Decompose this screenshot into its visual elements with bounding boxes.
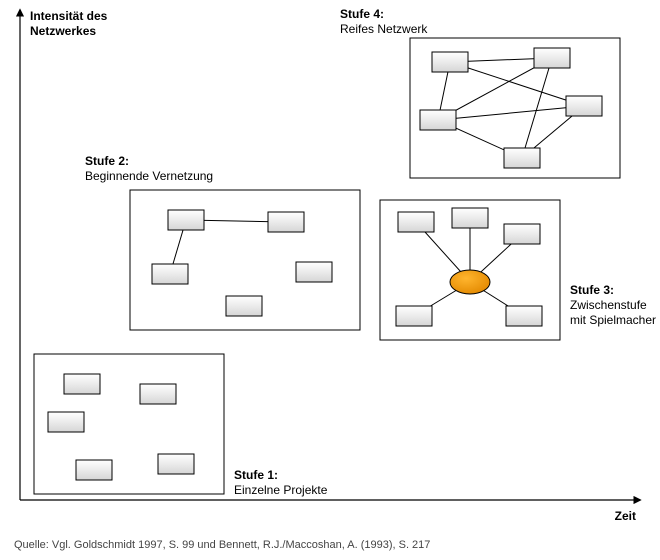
network-node xyxy=(504,224,540,244)
hub-node xyxy=(450,270,490,294)
x-axis-label: Zeit xyxy=(615,509,636,523)
stage-1-subtitle: Einzelne Projekte xyxy=(234,483,328,497)
network-node xyxy=(296,262,332,282)
network-node xyxy=(506,306,542,326)
stage-4-title: Stufe 4: xyxy=(340,7,384,21)
network-node xyxy=(64,374,100,394)
svg-text:mit Spielmacher: mit Spielmacher xyxy=(570,313,656,327)
network-node xyxy=(420,110,456,130)
network-node xyxy=(566,96,602,116)
stage-3-subtitle: Zwischenstufe xyxy=(570,298,647,312)
network-stages-diagram: Intensität desNetzwerkes Zeit Stufe 1:Einz… xyxy=(0,0,660,560)
network-node xyxy=(48,412,84,432)
stage-2-title: Stufe 2: xyxy=(85,154,129,168)
network-node xyxy=(268,212,304,232)
stage-1-title: Stufe 1: xyxy=(234,468,278,482)
source-citation: Quelle: Vgl. Goldschmidt 1997, S. 99 und… xyxy=(14,539,430,551)
network-node xyxy=(396,306,432,326)
stage-3-title: Stufe 3: xyxy=(570,283,614,297)
network-node xyxy=(76,460,112,480)
network-node xyxy=(140,384,176,404)
stage-2-subtitle: Beginnende Vernetzung xyxy=(85,169,213,183)
network-node xyxy=(158,454,194,474)
svg-text:Netzwerkes: Netzwerkes xyxy=(30,24,96,38)
network-node xyxy=(168,210,204,230)
network-node xyxy=(452,208,488,228)
network-node xyxy=(534,48,570,68)
network-node xyxy=(432,52,468,72)
stage-4-subtitle: Reifes Netzwerk xyxy=(340,22,428,36)
network-node xyxy=(504,148,540,168)
network-node xyxy=(398,212,434,232)
network-node xyxy=(152,264,188,284)
y-axis-label: Intensität des xyxy=(30,9,108,23)
network-node xyxy=(226,296,262,316)
